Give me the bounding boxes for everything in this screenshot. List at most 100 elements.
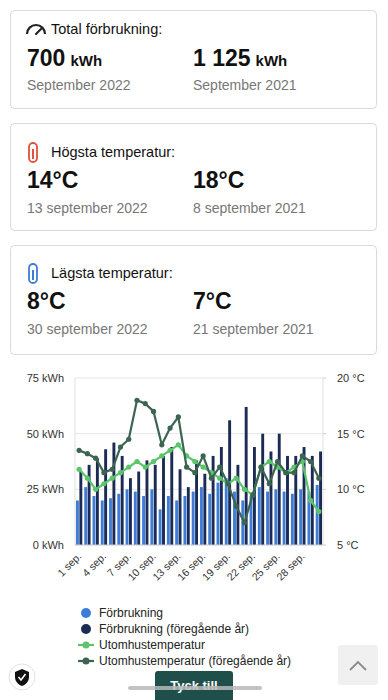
line-marker xyxy=(101,470,106,475)
line-marker xyxy=(308,498,313,503)
legend-marker xyxy=(81,608,91,618)
bar xyxy=(192,492,195,545)
bar xyxy=(183,496,186,545)
shield-icon xyxy=(15,669,29,686)
chevron-up xyxy=(350,662,366,670)
summary-card: Lägsta temperatur:8°C30 september 20227°… xyxy=(11,246,377,355)
line-marker xyxy=(77,448,82,453)
card-frame xyxy=(11,11,377,109)
grid-line xyxy=(75,545,323,546)
bar xyxy=(203,474,206,545)
scroll-top-bg xyxy=(338,645,378,685)
bar xyxy=(142,496,145,545)
line-marker xyxy=(234,503,239,508)
bar xyxy=(220,447,223,545)
bar xyxy=(286,456,289,545)
privacy-badge xyxy=(9,664,35,690)
card-caption: 30 september 2022 xyxy=(27,321,148,337)
bar xyxy=(167,496,170,545)
y2-tick-label: 20 °C xyxy=(337,372,365,384)
value-unit: kWh xyxy=(256,52,288,69)
bar xyxy=(109,498,112,545)
badge-circle xyxy=(9,664,35,690)
line-marker xyxy=(101,481,106,486)
bar xyxy=(258,487,261,545)
bar xyxy=(278,434,281,545)
feedback-button[interactable]: Tyck till xyxy=(155,671,233,700)
line-marker xyxy=(167,448,172,453)
bar xyxy=(146,460,149,545)
line-marker xyxy=(118,444,123,449)
y-tick-label: 50 kWh xyxy=(27,428,64,440)
line-marker xyxy=(192,459,197,464)
line-marker xyxy=(126,464,131,469)
line-marker xyxy=(250,492,255,497)
line-marker xyxy=(316,476,321,481)
grid-line xyxy=(75,378,323,379)
bar xyxy=(283,492,286,545)
line-marker xyxy=(242,520,247,525)
y2-tick-label: 15 °C xyxy=(337,428,365,440)
bar xyxy=(112,443,115,545)
card-value: 7°C xyxy=(193,288,232,314)
card-title: Total förbrukning: xyxy=(51,21,162,37)
line-marker xyxy=(217,476,222,481)
bar xyxy=(126,489,129,545)
bar xyxy=(316,485,319,545)
bar xyxy=(93,496,96,545)
gauge-arc xyxy=(27,25,45,34)
bar xyxy=(187,487,190,545)
legend-label: Förbrukning xyxy=(99,606,163,620)
thermometer-body xyxy=(29,143,37,162)
line-marker xyxy=(201,453,206,458)
legend-marker xyxy=(83,642,90,649)
line-marker xyxy=(77,467,82,472)
chart: 0 kWh25 kWh50 kWh75 kWh5 °C10 °C15 °C20 … xyxy=(27,372,365,668)
bar xyxy=(121,456,124,545)
thermometer-icon xyxy=(29,143,37,162)
feedback-label: Tyck till xyxy=(170,678,217,693)
line-marker xyxy=(151,409,156,414)
card-value: 700kWh xyxy=(27,45,102,71)
card-value: 1 125 kWh xyxy=(193,45,287,71)
value-number: 1 125 xyxy=(193,45,251,71)
line-marker xyxy=(291,470,296,475)
bar xyxy=(134,492,137,545)
x-tick-label: 4 sep. xyxy=(80,550,109,579)
line-marker xyxy=(242,487,247,492)
bar xyxy=(266,492,269,545)
line-marker xyxy=(134,398,139,403)
scroll-top-button[interactable] xyxy=(338,645,378,685)
bar xyxy=(117,494,120,545)
bar xyxy=(270,451,273,545)
card-caption: 13 september 2022 xyxy=(27,200,148,216)
legend-marker xyxy=(81,624,91,634)
y-tick-label: 75 kWh xyxy=(27,372,64,384)
y2-tick-label: 10 °C xyxy=(337,483,365,495)
bar xyxy=(299,489,302,545)
line-marker xyxy=(126,437,131,442)
bar xyxy=(274,489,277,545)
x-tick-label: 28 sep. xyxy=(274,550,307,583)
line xyxy=(79,445,319,512)
card-caption: September 2021 xyxy=(193,77,297,93)
line-marker xyxy=(300,453,305,458)
line-marker xyxy=(234,476,239,481)
bar xyxy=(150,489,153,545)
line-marker xyxy=(93,487,98,492)
line-marker xyxy=(217,464,222,469)
value-number: 14°C xyxy=(27,167,78,193)
thermometer-icon xyxy=(29,264,37,283)
line-marker xyxy=(159,442,164,447)
bar xyxy=(200,487,203,545)
thermometer-level xyxy=(32,149,34,159)
legend-label: Förbrukning (föregående år) xyxy=(99,622,249,636)
line-marker xyxy=(201,464,206,469)
line-marker xyxy=(225,481,230,486)
line-marker xyxy=(110,467,115,472)
summary-card: Total förbrukning:700kWhSeptember 20221 … xyxy=(11,11,377,109)
line-marker xyxy=(275,459,280,464)
bar xyxy=(179,469,182,545)
bar xyxy=(170,447,173,545)
bar xyxy=(137,472,140,545)
